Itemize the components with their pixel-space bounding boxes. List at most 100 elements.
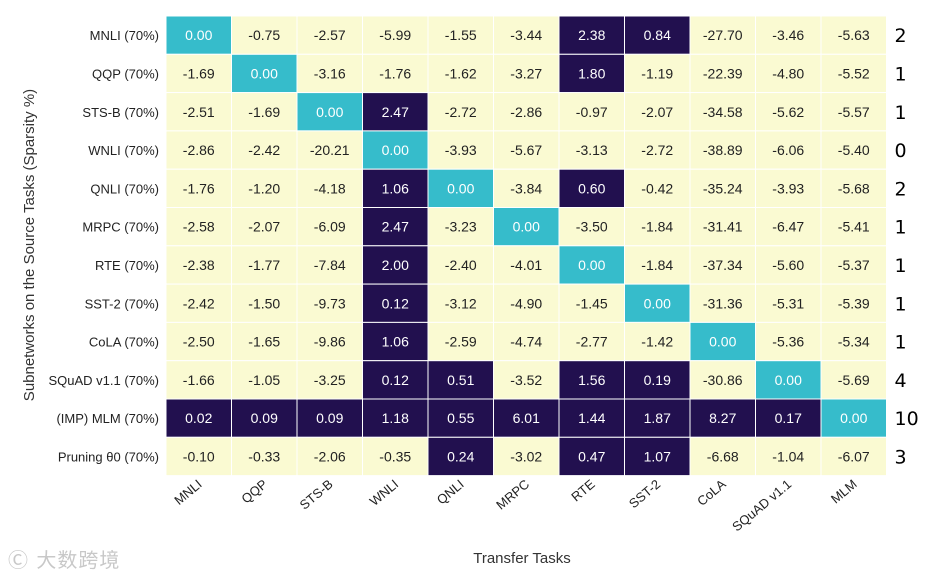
cell-value-label: -0.33: [248, 448, 280, 464]
heatmap-cell: [165, 92, 232, 132]
column-label: RTE: [568, 476, 598, 504]
heatmap-cell: [493, 283, 560, 323]
heatmap-cell: [165, 53, 232, 94]
cell-value-label: -3.93: [445, 142, 477, 158]
row-labels: MNLI (70%) QQP (70%) STS-B (70%) WNLI (70%)…: [48, 28, 159, 464]
heatmap-cell: [165, 360, 232, 400]
cell-value-label: -6.06: [772, 142, 804, 158]
cell-value-label: -1.66: [183, 372, 215, 388]
cell-value-label: -5.34: [838, 334, 870, 350]
cell-value-label: -20.21: [310, 142, 350, 158]
cell-value-label: 2.47: [382, 219, 409, 235]
cell-value-label: 1.56: [578, 372, 605, 388]
cell-value-label: 2.47: [382, 104, 409, 120]
heatmap-cell: [362, 360, 429, 400]
heatmap-cell: [362, 245, 429, 285]
column-label: MLM: [828, 476, 860, 506]
heatmap-cell: [755, 398, 822, 438]
heatmap-cell: [624, 283, 691, 323]
row-label: QQP (70%): [92, 66, 159, 81]
heatmap-cell: [689, 168, 756, 208]
heatmap-cell: [820, 168, 887, 208]
heatmap-cell: [755, 130, 822, 170]
heatmap-cell: [427, 92, 494, 132]
cell-value-label: -5.31: [772, 295, 804, 311]
heatmap-cell: [362, 168, 429, 208]
cell-value-label: -5.36: [772, 334, 804, 350]
cell-value-label: -3.84: [510, 180, 542, 196]
cell-value-label: -2.59: [445, 334, 477, 350]
heatmap-cell: [689, 53, 756, 94]
cell-value-label: 0.00: [251, 65, 278, 81]
cell-value-label: 2.00: [382, 257, 409, 273]
cell-value-label: 1.18: [382, 410, 409, 426]
cell-value-label: -0.35: [379, 448, 411, 464]
heatmap-cell: [755, 436, 822, 477]
cell-value-label: -1.76: [379, 65, 411, 81]
row-label: MRPC (70%): [82, 220, 159, 235]
cell-value-label: -0.75: [248, 27, 280, 43]
cell-value-label: -2.42: [183, 295, 215, 311]
cell-value-label: -2.57: [314, 27, 346, 43]
cell-value-label: 2.38: [578, 27, 605, 43]
heatmap-cell: [820, 436, 887, 477]
cell-value-label: -0.97: [576, 104, 608, 120]
heatmap-cell: [231, 245, 298, 285]
cell-value-label: -22.39: [703, 65, 743, 81]
heatmap-cell: [427, 53, 494, 94]
cell-value-label: -4.01: [510, 257, 542, 273]
heatmap-cell: [558, 53, 625, 94]
row-count-label: 1: [895, 63, 907, 85]
cell-value-label: -6.68: [707, 448, 739, 464]
cell-value-label: 0.84: [644, 27, 671, 43]
cell-value-label: 0.60: [578, 180, 605, 196]
cell-value-label: -2.40: [445, 257, 477, 273]
cell-value-label: -5.37: [838, 257, 870, 273]
cell-value-label: -2.72: [641, 142, 673, 158]
cell-value-label: -1.04: [772, 448, 804, 464]
row-count-label: 1: [895, 102, 907, 124]
heatmap-cell: [231, 168, 298, 208]
cell-value-label: -1.76: [183, 180, 215, 196]
cell-value-label: 0.51: [447, 372, 474, 388]
row-count-label: 2: [895, 178, 907, 200]
heatmap-cell: [296, 15, 363, 55]
cell-value-label: -3.23: [445, 219, 477, 235]
heatmap-cell: [755, 168, 822, 208]
cell-value-label: -2.58: [183, 219, 215, 235]
cell-value-label: 0.19: [644, 372, 671, 388]
heatmap-cell: [493, 168, 560, 208]
heatmap-cell: [755, 283, 822, 323]
heatmap-cell: [165, 207, 232, 247]
row-count-label: 1: [895, 217, 907, 239]
cell-value-label: -2.38: [183, 257, 215, 273]
column-label: SQuAD v1.1: [729, 476, 794, 534]
cell-value-label: -1.19: [641, 65, 673, 81]
cell-value-label: 1.80: [578, 65, 605, 81]
cell-value-label: 1.06: [382, 180, 409, 196]
cell-value-label: -1.55: [445, 27, 477, 43]
heatmap-cells: 0.00 -0.75 -2.57 -5.99 -1.55 -3.44 2.38 0.84 -27…: [165, 15, 887, 477]
cell-value-label: -2.77: [576, 334, 608, 350]
row-count-label: 1: [895, 332, 907, 354]
heatmap-cell: [231, 398, 298, 438]
y-axis-label: Subnetworks on the Source Tasks (Sparsit…: [21, 89, 38, 401]
cell-value-label: -5.62: [772, 104, 804, 120]
cell-value-label: -2.07: [641, 104, 673, 120]
heatmap-cell: [820, 15, 887, 55]
cell-value-label: 8.27: [709, 410, 736, 426]
heatmap-cell: [558, 321, 625, 362]
heatmap-cell: [362, 283, 429, 323]
heatmap-cell: [624, 245, 691, 285]
heatmap-cell: [558, 130, 625, 170]
cell-value-label: 1.44: [578, 410, 605, 426]
cell-value-label: -9.86: [314, 334, 346, 350]
heatmap-cell: [820, 360, 887, 400]
cell-value-label: 6.01: [513, 410, 540, 426]
heatmap-cell: [231, 15, 298, 55]
cell-value-label: -3.16: [314, 65, 346, 81]
column-label: QQP: [238, 476, 270, 506]
column-label: STS-B: [297, 476, 336, 512]
heatmap-cell: [296, 53, 363, 94]
